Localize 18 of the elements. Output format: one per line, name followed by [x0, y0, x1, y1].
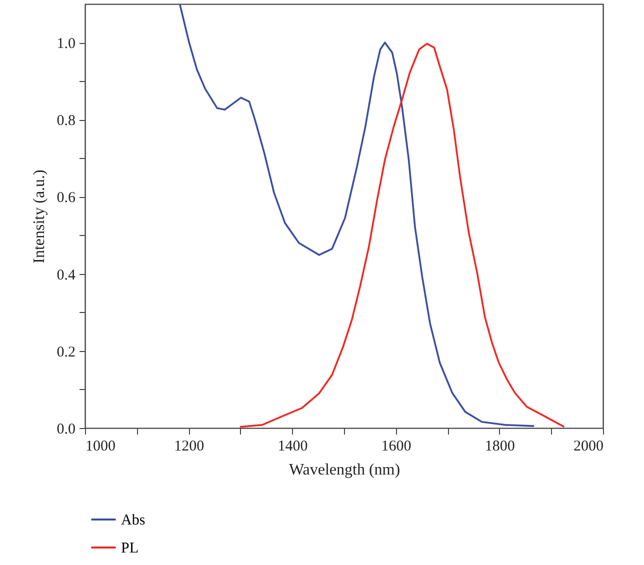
- y-tick-label: 0.6: [56, 190, 76, 206]
- line-series: [178, 4, 536, 427]
- y-tick-label: 0.0: [56, 422, 76, 438]
- y-tick-label: 0.2: [56, 344, 76, 360]
- y-tick-label: 1.0: [56, 36, 76, 52]
- x-tick-label: 1400: [278, 438, 308, 454]
- x-tick-label: 1800: [484, 438, 515, 454]
- x-tick-label: 1200: [174, 438, 204, 454]
- legend-label: PL: [121, 540, 139, 556]
- x-tick-label: 1000: [86, 438, 116, 454]
- x-axis-title: Wavelength (nm): [288, 462, 400, 478]
- legend-label: Abs: [121, 512, 146, 528]
- y-axis-title: Intensity (a.u.): [30, 170, 48, 264]
- y-tick-label: 0.4: [56, 267, 76, 284]
- y-tick-label: 0.8: [56, 113, 76, 130]
- line-series: [238, 42, 566, 428]
- x-tick-label: 1600: [381, 438, 412, 454]
- x-tick-label: 2000: [574, 438, 604, 454]
